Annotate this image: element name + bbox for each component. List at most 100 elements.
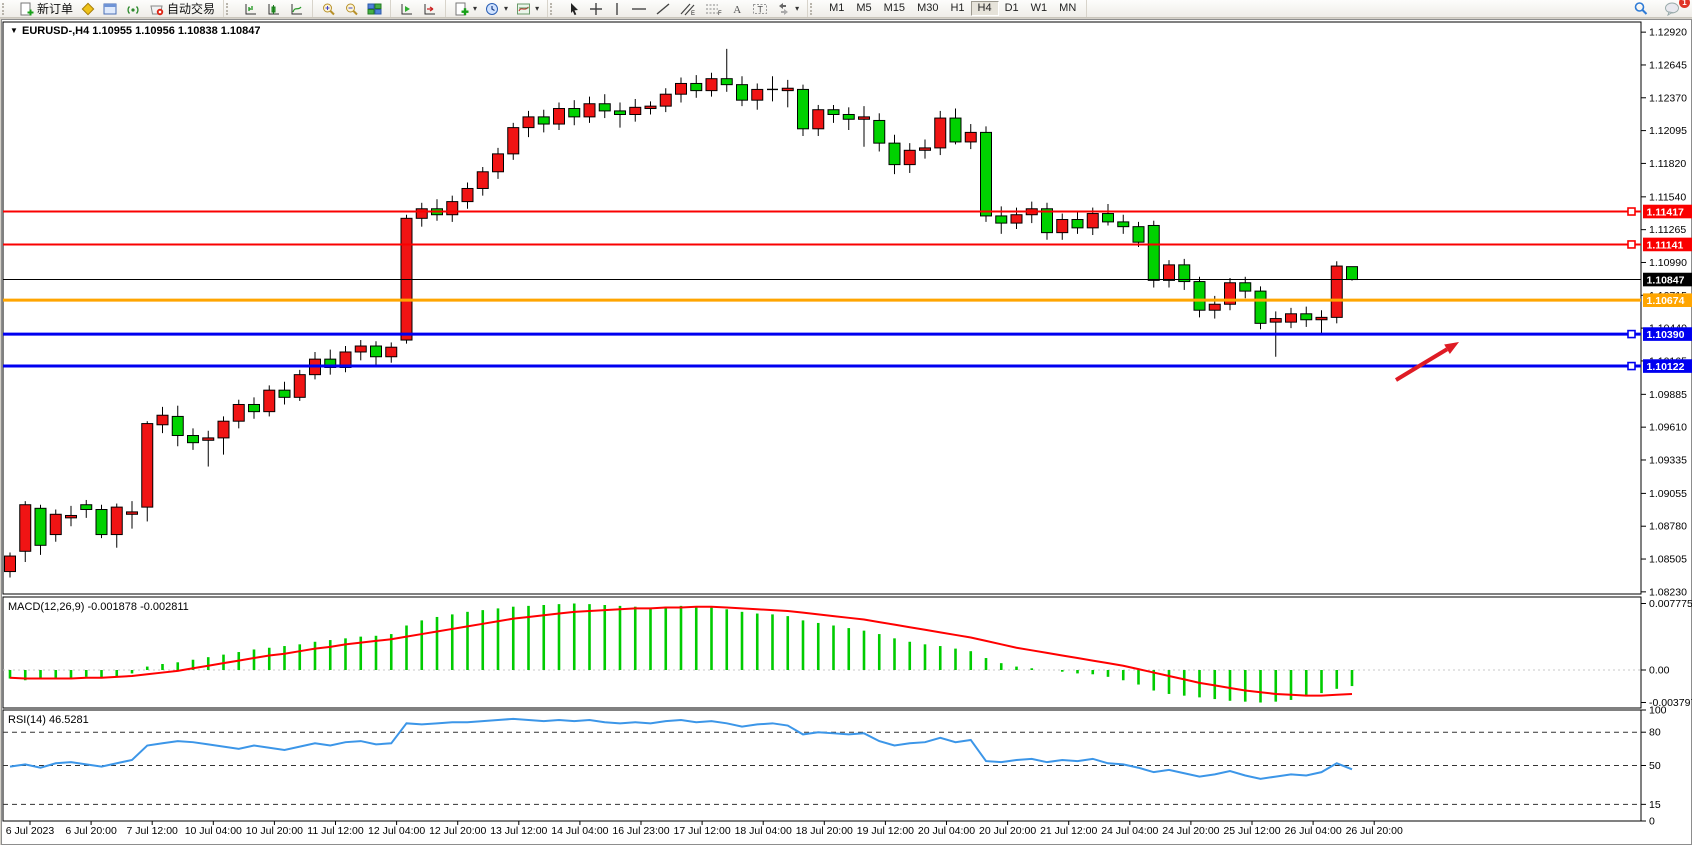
vertical-line-button[interactable] (607, 1, 627, 16)
candle-body (690, 82, 703, 92)
svg-text:0.007775: 0.007775 (1649, 598, 1692, 610)
symbol-collapse-icon: ▼ (10, 26, 18, 35)
hline-handle[interactable] (1627, 329, 1636, 339)
templates-button[interactable]: ▾ (512, 1, 543, 16)
chart-panel[interactable] (2, 21, 1642, 595)
crosshair-button[interactable] (585, 1, 607, 16)
zoom-out-button[interactable] (340, 1, 363, 16)
svg-text:6 Jul 2023: 6 Jul 2023 (6, 825, 55, 837)
timeframe-button-m1[interactable]: M1 (829, 2, 845, 14)
tile-windows-button[interactable] (363, 1, 386, 16)
horizontal-line-button[interactable] (627, 1, 651, 16)
bar-chart-button[interactable] (239, 1, 262, 16)
text-label-button[interactable]: T (748, 1, 772, 16)
toolbar-grip[interactable] (810, 2, 817, 15)
autotrade-label: 自动交易 (167, 2, 216, 16)
candle-body (1269, 318, 1282, 323)
cursor-button[interactable] (563, 1, 585, 16)
candlestick-chart-button[interactable] (262, 1, 285, 16)
line-chart-button[interactable] (285, 1, 308, 16)
text-button[interactable]: A (727, 1, 748, 16)
candle-body (812, 109, 825, 130)
timeframe-button-m5[interactable]: M5 (856, 2, 872, 14)
chat-button[interactable]: 1 (1660, 0, 1690, 16)
arrows-button[interactable]: ▾ (772, 1, 803, 16)
candle-body (248, 403, 260, 413)
terminal-button[interactable] (99, 1, 122, 16)
signal-button[interactable] (122, 1, 145, 16)
hline-handle[interactable] (1627, 207, 1636, 216)
zoom-out-icon (346, 3, 358, 15)
candle-body (263, 389, 276, 413)
candle-body (1041, 208, 1053, 234)
svg-text:1.10990: 1.10990 (1649, 257, 1687, 269)
price-label-text: 1.10674 (1647, 295, 1685, 307)
candle-body (995, 215, 1008, 224)
hline-handle[interactable] (1627, 361, 1636, 371)
fibonacci-button[interactable]: F (701, 1, 727, 16)
hline-handle[interactable] (1627, 240, 1636, 249)
svg-text:1.08505: 1.08505 (1649, 554, 1687, 566)
toolbar-grip[interactable] (2, 2, 9, 15)
timeframe-button-mn[interactable]: MN (1059, 2, 1077, 14)
candle-body (415, 208, 428, 219)
equidistant-channel-icon: E (680, 3, 695, 16)
timeframe-button-h4[interactable]: H4 (970, 1, 999, 16)
candle-body (629, 106, 642, 115)
new-order-button[interactable]: 新订单 (15, 1, 77, 16)
candle-body (964, 131, 977, 143)
candle-body (126, 511, 138, 515)
svg-text:17 Jul 12:00: 17 Jul 12:00 (673, 825, 730, 837)
signal-icon (127, 5, 139, 14)
price-label-text: 1.10390 (1647, 329, 1685, 341)
candle-body (1300, 313, 1313, 321)
timeframe-button-h1[interactable]: H1 (950, 2, 965, 14)
autotrade-button[interactable]: 自动交易 (145, 1, 219, 16)
chart-shift-button[interactable] (395, 1, 418, 16)
annotation-arrow-head[interactable] (1444, 342, 1459, 354)
market-watch-button[interactable] (77, 1, 99, 16)
svg-text:0.00: 0.00 (1649, 664, 1670, 676)
periods-button[interactable]: ▾ (481, 1, 512, 16)
rsi-line[interactable] (9, 717, 1353, 780)
candle-body (49, 513, 62, 536)
timeframe-button-w1[interactable]: W1 (1030, 2, 1048, 14)
timeframe-button-m15[interactable]: M15 (883, 2, 906, 14)
macd-signal-line (9, 605, 1353, 697)
candle-body (858, 116, 870, 120)
svg-text:24 Jul 20:00: 24 Jul 20:00 (1162, 825, 1219, 837)
candle-body (95, 509, 108, 536)
timeframe-button-m30[interactable]: M30 (917, 2, 939, 14)
toolbar-grip[interactable] (550, 2, 557, 15)
svg-text:1.12645: 1.12645 (1649, 59, 1687, 71)
chart-autoscroll-button[interactable] (418, 1, 441, 16)
zoom-in-button[interactable] (317, 1, 340, 16)
svg-text:-0.003797: -0.003797 (1649, 697, 1692, 709)
candle-body (659, 93, 672, 107)
market-watch-icon (81, 2, 95, 15)
svg-text:20 Jul 20:00: 20 Jul 20:00 (979, 825, 1036, 837)
annotation-arrow-shaft[interactable] (1394, 347, 1449, 382)
svg-text:20 Jul 04:00: 20 Jul 04:00 (918, 825, 975, 837)
search-button[interactable] (1629, 1, 1652, 16)
candle-body (1330, 265, 1343, 318)
candle-body (583, 103, 596, 118)
price-label-box (1643, 293, 1692, 307)
toolbar-grip[interactable] (226, 2, 233, 15)
chart-panel[interactable] (2, 596, 1642, 709)
new-order-label: 新订单 (37, 2, 74, 16)
equidistant-channel-button[interactable]: E (675, 1, 701, 16)
price-label-box (1643, 237, 1692, 252)
timeframe-button-d1[interactable]: D1 (1004, 2, 1019, 14)
chat-badge: 1 (1679, 0, 1690, 8)
svg-text:1.11265: 1.11265 (1649, 224, 1686, 236)
svg-text:1.09885: 1.09885 (1649, 389, 1687, 401)
trendline-button[interactable] (651, 1, 675, 16)
candle-body (232, 403, 245, 422)
svg-text:14 Jul 04:00: 14 Jul 04:00 (551, 825, 608, 837)
svg-text:26 Jul 04:00: 26 Jul 04:00 (1284, 825, 1341, 837)
svg-text:1.09055: 1.09055 (1649, 488, 1687, 500)
indicators-button[interactable]: ▾ (450, 1, 481, 16)
